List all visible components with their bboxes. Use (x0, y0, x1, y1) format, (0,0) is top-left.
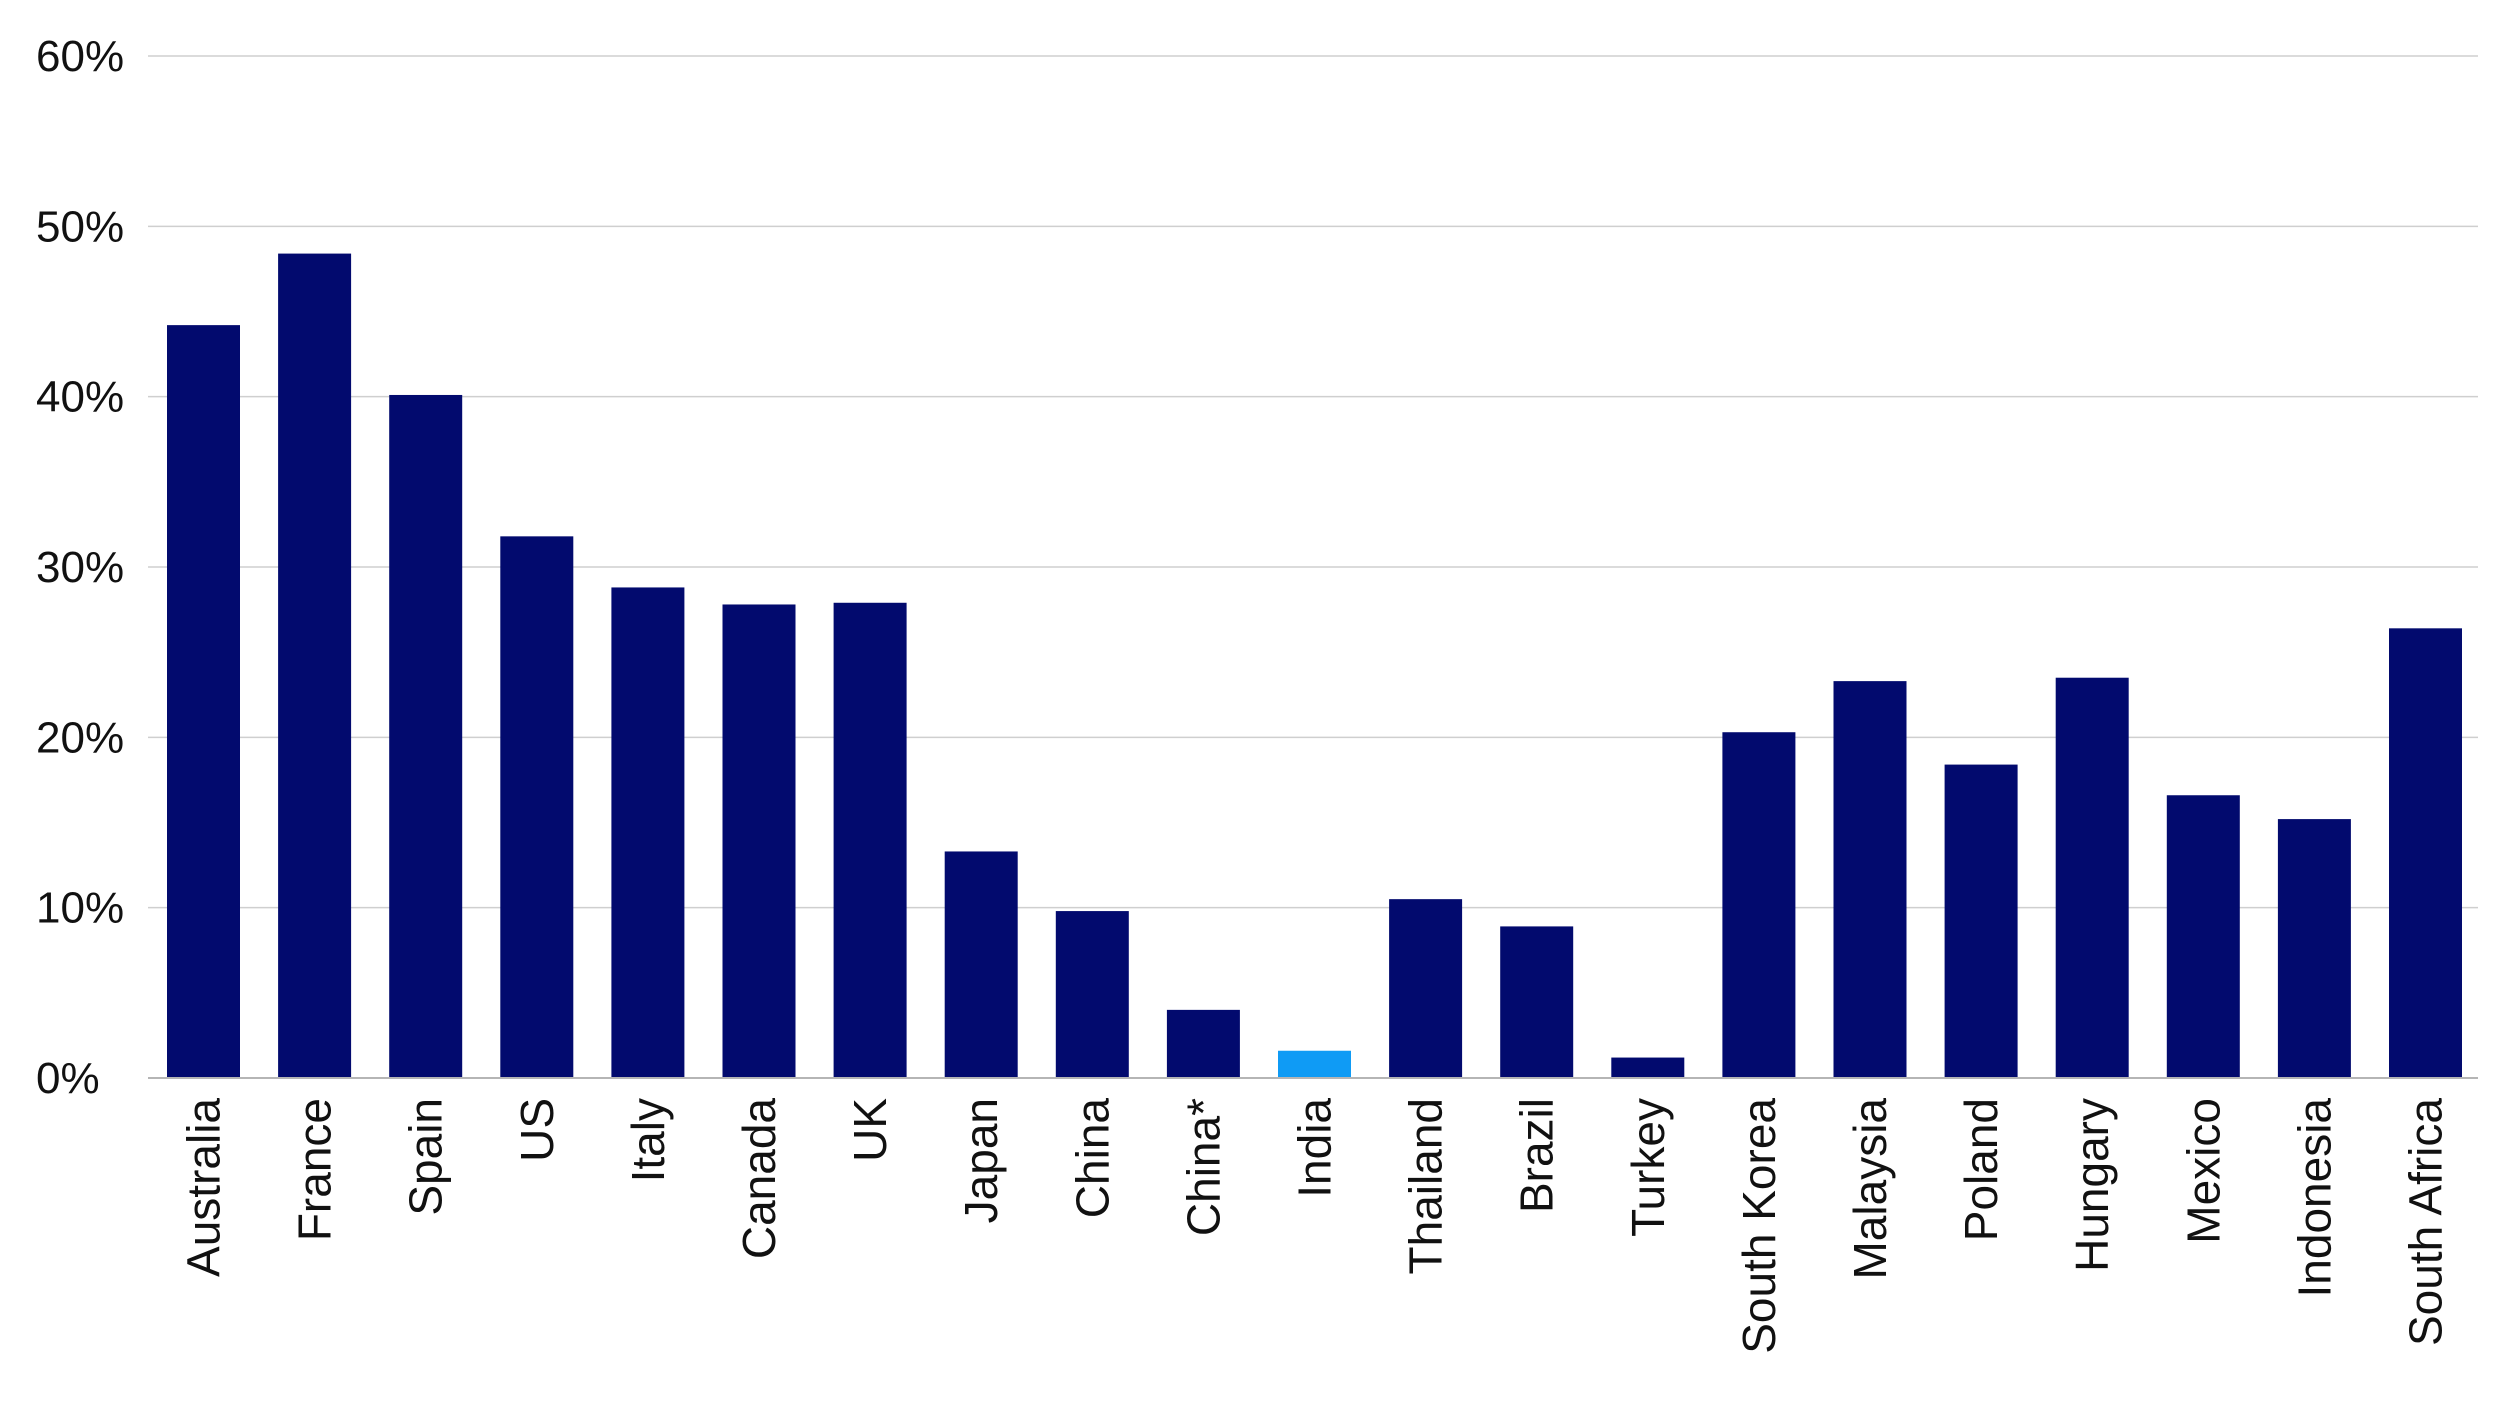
bar-south-korea (1722, 732, 1796, 1078)
x-tick-label: Hungary (2066, 1098, 2118, 1272)
bar-thailand (1389, 899, 1463, 1078)
bar-brazil (1500, 926, 1574, 1078)
bar-australia (167, 325, 240, 1078)
bar-turkey (1611, 1057, 1685, 1078)
x-tick-label: India (1289, 1098, 1341, 1198)
x-tick-label: Poland (1955, 1098, 2007, 1241)
x-tick-label: Indonesia (2288, 1098, 2340, 1298)
bar-canada (722, 604, 796, 1078)
bar-india (1278, 1050, 1351, 1078)
x-tick-label: Spain (400, 1098, 452, 1216)
y-tick-label: 10% (36, 884, 124, 933)
x-tick-label: UK (844, 1098, 896, 1162)
x-axis-category-labels: Australia France Spain US Italy Canada UK Japan… (178, 1098, 2452, 1354)
x-tick-label: Mexico (2177, 1098, 2229, 1244)
bar-malaysia (1833, 681, 1907, 1078)
x-tick-label: Thailand (1400, 1098, 1452, 1274)
x-tick-label: Japan (955, 1098, 1007, 1223)
y-tick-label: 30% (36, 543, 124, 592)
x-tick-label: China* (1177, 1098, 1229, 1236)
x-tick-label: Canada (733, 1098, 785, 1260)
x-tick-label: South Africa (2400, 1098, 2452, 1346)
bar-south-africa (2389, 628, 2462, 1078)
bar-poland (1944, 764, 2018, 1078)
bar-japan (944, 851, 1018, 1078)
x-tick-label: Turkey (1622, 1098, 1674, 1237)
y-tick-label: 50% (36, 202, 124, 251)
y-tick-label: 20% (36, 713, 124, 762)
bar-china (1166, 1009, 1240, 1078)
bar-france (278, 253, 352, 1078)
y-tick-label: 60% (36, 32, 124, 81)
bar-mexico (2166, 795, 2240, 1078)
bar-uk (833, 602, 907, 1078)
x-tick-label: US (511, 1098, 563, 1162)
bar-indonesia (2277, 819, 2351, 1078)
y-axis-ticks: 0% 10% 20% 30% 40% 50% 60% (36, 32, 124, 1103)
x-tick-label: Brazil (1511, 1098, 1563, 1213)
bar-hungary (2055, 677, 2129, 1078)
x-tick-label: Malaysia (1844, 1098, 1896, 1280)
bar-us (500, 536, 574, 1078)
bar-italy (611, 587, 685, 1078)
bar-china (1055, 911, 1129, 1078)
y-tick-label: 0% (36, 1054, 100, 1103)
x-tick-label: Australia (178, 1098, 230, 1277)
x-tick-label: South Korea (1733, 1098, 1785, 1354)
x-tick-label: Italy (622, 1098, 674, 1182)
x-tick-label: China (1066, 1098, 1118, 1219)
bars (167, 253, 2462, 1078)
y-tick-label: 40% (36, 373, 124, 422)
bar-spain (389, 394, 463, 1078)
x-tick-label: France (289, 1098, 341, 1241)
